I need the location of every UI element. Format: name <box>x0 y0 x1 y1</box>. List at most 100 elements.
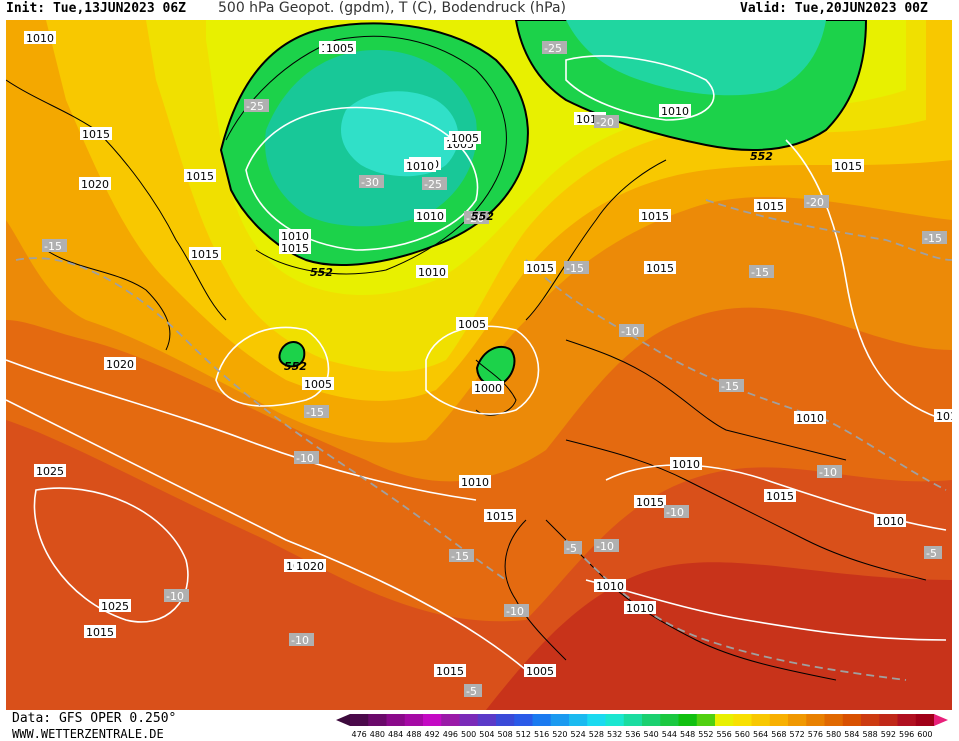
temperature-label: -10 <box>294 451 319 465</box>
svg-text:-10: -10 <box>166 590 184 603</box>
svg-text:1015: 1015 <box>641 210 669 223</box>
svg-text:1015: 1015 <box>436 665 464 678</box>
scale-cell <box>459 714 479 726</box>
svg-text:1005: 1005 <box>526 665 554 678</box>
temperature-label: -5 <box>464 684 482 698</box>
scale-tick-label: 584 <box>844 730 859 739</box>
svg-text:1010: 1010 <box>406 160 434 173</box>
geopotential-label: 552 <box>284 360 307 373</box>
svg-text:1015: 1015 <box>636 496 664 509</box>
isobar-label: 1025 <box>34 464 66 478</box>
svg-text:1010: 1010 <box>596 580 624 593</box>
temperature-label: -10 <box>504 604 529 618</box>
scale-cell <box>386 714 406 726</box>
svg-text:-15: -15 <box>451 550 469 563</box>
svg-text:1010: 1010 <box>936 410 952 423</box>
scale-right-arrow <box>934 714 948 726</box>
low-greenland-core <box>341 91 459 177</box>
svg-text:1000: 1000 <box>474 382 502 395</box>
scale-tick-label: 544 <box>662 730 677 739</box>
isobar-label: 1020 <box>104 357 136 371</box>
svg-text:-25: -25 <box>246 100 264 113</box>
svg-text:552: 552 <box>471 210 494 223</box>
scale-tick-label: 516 <box>534 730 549 739</box>
svg-text:1005: 1005 <box>326 42 354 55</box>
scale-cell <box>532 714 552 726</box>
isobar-label: 1010 <box>24 31 56 45</box>
website-url: WWW.WETTERZENTRALE.DE <box>12 727 164 741</box>
temperature-label: -25 <box>244 99 269 113</box>
isobar-label: 1010 <box>624 601 656 615</box>
low-arctic-inner <box>566 20 826 96</box>
map-footer: Data: GFS OPER 0.250° WWW.WETTERZENTRALE… <box>0 710 959 741</box>
scale-tick-label: 524 <box>570 730 585 739</box>
isobar-label: 1010 <box>416 265 448 279</box>
svg-text:-15: -15 <box>566 262 584 275</box>
temperature-label: -20 <box>464 211 489 225</box>
svg-text:1015: 1015 <box>281 242 309 255</box>
svg-text:1015: 1015 <box>82 128 110 141</box>
svg-text:1005: 1005 <box>458 318 486 331</box>
scale-cell <box>569 714 588 726</box>
scale-tick-label: 560 <box>735 730 750 739</box>
temperature-label: -15 <box>564 261 589 275</box>
isobar-label: 1015 <box>189 247 221 261</box>
scale-tick-label: 512 <box>516 730 531 739</box>
svg-text:1015: 1015 <box>756 200 784 213</box>
low-atlantic-a <box>278 341 306 368</box>
scale-cell <box>769 714 789 726</box>
isobar-label: 1020 <box>79 177 111 191</box>
init-time: Init: Tue,13JUN2023 06Z <box>6 1 187 16</box>
svg-text:1010: 1010 <box>661 105 689 118</box>
scale-tick-label: 564 <box>753 730 768 739</box>
temperature-label: -10 <box>594 539 619 553</box>
isobar-label: 1010 <box>404 159 436 173</box>
scale-tick-label: 480 <box>370 730 385 739</box>
scale-cell <box>623 714 643 726</box>
isobar-label: 1015 <box>634 495 666 509</box>
scale-tick-label: 588 <box>862 730 877 739</box>
weather-map: 1010101510151020102510251020101510201015… <box>6 20 952 710</box>
svg-text:-10: -10 <box>506 605 524 618</box>
svg-text:-5: -5 <box>566 542 577 555</box>
scale-cell <box>788 714 807 726</box>
svg-text:1015: 1015 <box>86 626 114 639</box>
scale-cell <box>496 714 515 726</box>
isobar-label: 1010 <box>670 457 702 471</box>
scale-cell <box>477 714 497 726</box>
svg-text:1015: 1015 <box>834 160 862 173</box>
scale-cell <box>751 714 771 726</box>
scale-tick-label: 492 <box>424 730 439 739</box>
scale-cell <box>879 714 898 726</box>
isobar-label: 1015 <box>80 127 112 141</box>
scale-cell <box>824 714 844 726</box>
svg-text:552: 552 <box>310 266 333 279</box>
isobar-label: 1005 <box>449 131 481 145</box>
data-source: Data: GFS OPER 0.250° <box>12 711 177 726</box>
svg-text:-20: -20 <box>466 212 484 225</box>
svg-text:-25: -25 <box>544 42 562 55</box>
isobar-label: 1015 <box>184 169 216 183</box>
isobar-label: 1015 <box>84 625 116 639</box>
scale-tick-label: 476 <box>351 730 366 739</box>
svg-text:1010: 1010 <box>418 266 446 279</box>
scale-tick-label: 540 <box>643 730 658 739</box>
temperature-label: -10 <box>164 589 189 603</box>
svg-text:1020: 1020 <box>296 560 324 573</box>
geopotential-label: 552 <box>750 150 773 163</box>
temperature-label: -15 <box>304 405 329 419</box>
isobar-label: 1025 <box>99 599 131 613</box>
isobar-label: 1010 <box>874 514 906 528</box>
isobar-label: 1010 <box>279 229 311 243</box>
isobar-label: 1015 <box>832 159 864 173</box>
isobar-label: 1015 <box>484 509 516 523</box>
scale-tick-label: 568 <box>771 730 786 739</box>
temperature-label: -20 <box>594 115 619 129</box>
isobar-label: 1010 <box>594 579 626 593</box>
svg-text:1015: 1015 <box>646 262 674 275</box>
isobar-label: 1000 <box>472 381 504 395</box>
scale-cell <box>678 714 698 726</box>
scale-tick-label: 500 <box>461 730 476 739</box>
color-scale: 476 480 484 488 492 496 500 504 508 512 516 520 524 5… <box>336 714 948 739</box>
svg-text:1015: 1015 <box>186 170 214 183</box>
